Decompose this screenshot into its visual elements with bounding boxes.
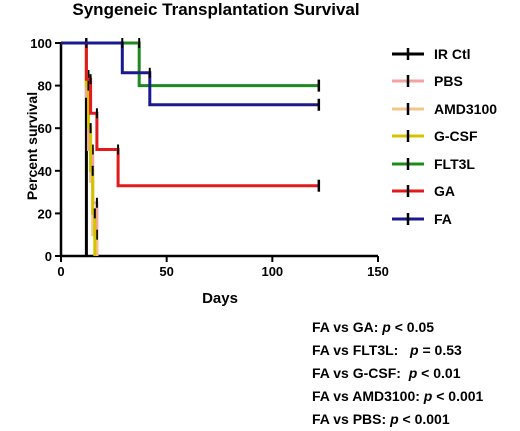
legend-label: GA: [434, 183, 455, 200]
x-tick-label: 100: [261, 264, 283, 279]
stat-line: FA vs PBS: p < 0.001: [312, 411, 450, 427]
stats-panel: FA vs GA: p < 0.05 FA vs FLT3L: p = 0.53 F…: [312, 316, 483, 431]
legend-label: IR Ctl: [434, 45, 471, 62]
legend-label: FLT3L: [434, 155, 475, 172]
legend-item: FLT3L: [390, 150, 497, 178]
legend-label: FA: [434, 210, 452, 227]
legend-item: PBS: [390, 68, 497, 96]
series-line-ir-ctl: [61, 41, 88, 256]
x-axis-label: Days: [202, 290, 238, 307]
y-tick-label: 40: [38, 164, 52, 179]
series-line-flt3l: [61, 41, 319, 88]
legend-label: PBS: [434, 73, 463, 90]
legend-label: AMD3100: [434, 100, 498, 117]
legend-swatch: [392, 185, 424, 198]
chart-title: Syngeneic Transplantation Survival: [72, 0, 360, 19]
y-tick-label: 60: [38, 121, 52, 136]
legend-swatch: [392, 212, 424, 225]
legend-swatch: [392, 157, 424, 170]
x-tick-label: 150: [367, 264, 389, 279]
legend-item: G-CSF: [390, 123, 497, 151]
y-tick-label: 20: [38, 206, 52, 221]
series-line-fa: [61, 41, 319, 107]
legend-item: FA: [390, 205, 497, 233]
legend-swatch: [392, 102, 424, 115]
legend-item: AMD3100: [390, 95, 497, 123]
x-tick-label: 0: [57, 264, 64, 279]
legend-swatch: [392, 47, 424, 60]
legend-label: G-CSF: [434, 128, 478, 145]
legend-swatch: [392, 130, 424, 143]
y-tick-label: 0: [45, 249, 52, 264]
stat-line: FA vs FLT3L: p = 0.53: [312, 342, 462, 358]
legend-item: IR Ctl: [390, 40, 497, 68]
axes: 0 20 40 60 80 100 0 50 100 150: [30, 36, 389, 279]
stat-line: FA vs AMD3100: p < 0.001: [312, 388, 484, 404]
y-axis-label: Percent survival: [24, 91, 40, 201]
y-tick-label: 100: [30, 36, 52, 51]
series-line-ga: [61, 41, 319, 188]
series-layer: [61, 38, 321, 256]
legend-swatch: [392, 75, 424, 88]
legend: IR Ctl PBS AMD3100 G-CSF FLT3L GA FA: [390, 40, 497, 233]
stat-line: FA vs GA: p < 0.05: [312, 319, 435, 335]
y-tick-label: 80: [38, 79, 52, 94]
stat-line: FA vs G-CSF: p < 0.01: [312, 365, 461, 381]
legend-item: GA: [390, 178, 497, 206]
x-tick-label: 50: [159, 264, 173, 279]
